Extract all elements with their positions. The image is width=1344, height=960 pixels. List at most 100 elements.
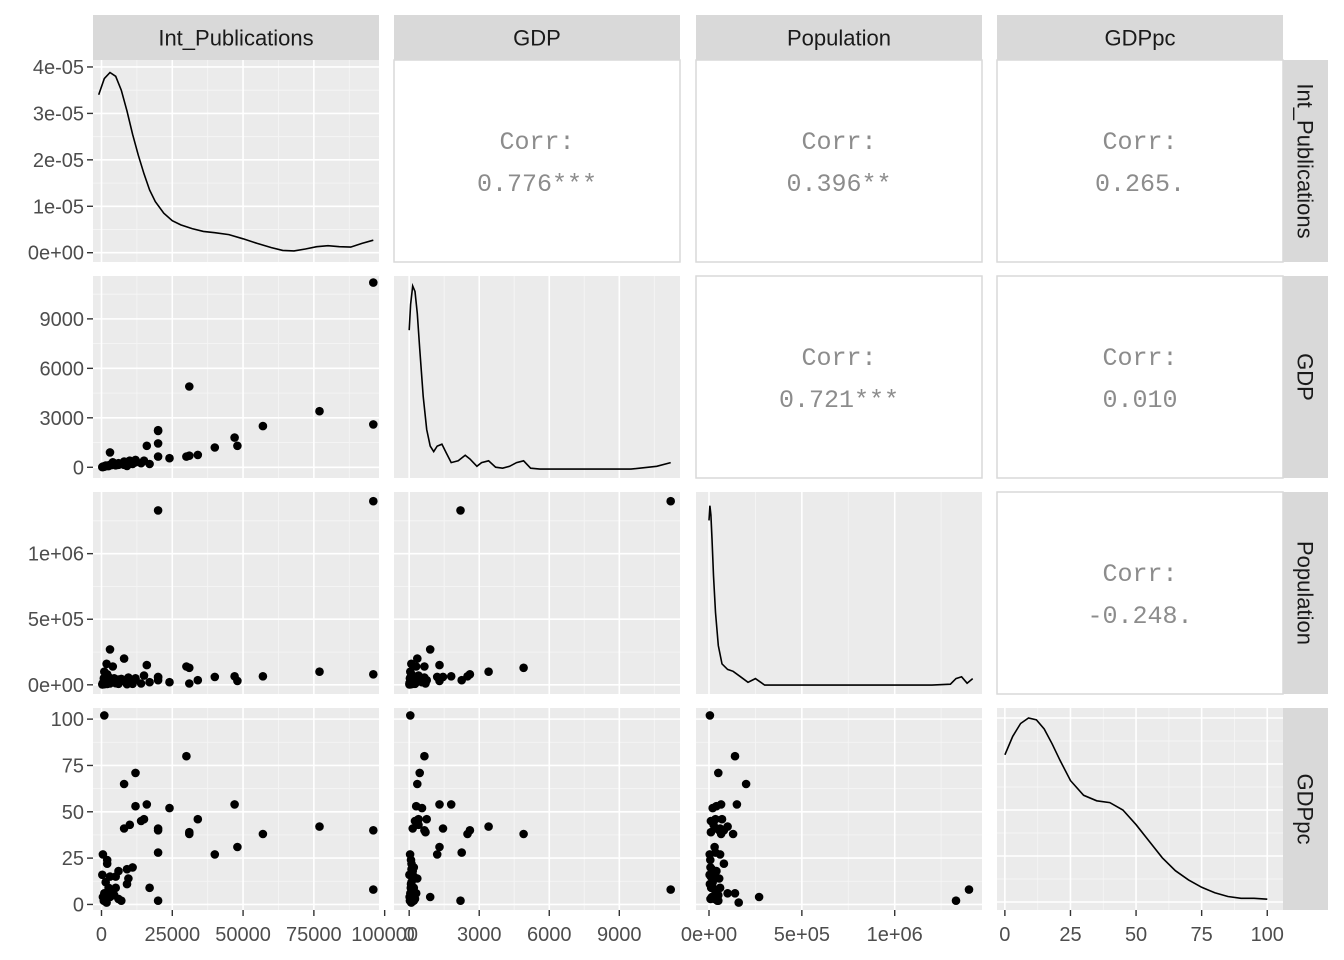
scatter-point (435, 660, 444, 670)
corr-label: Corr: (801, 344, 876, 373)
panel-gdp-int-publications (93, 276, 379, 478)
scatter-point (438, 824, 448, 833)
y-tick-label: 6000 (40, 358, 85, 380)
panel-int-publications-gdppc: Corr: 0.265. (996, 59, 1284, 263)
panel-int-publications-int-publications (93, 60, 379, 262)
panel-population-gdppc: Corr: -0.248. (996, 491, 1284, 695)
y-tick-label: 25 (62, 848, 84, 870)
scatter-point (413, 654, 422, 663)
scatter-point (723, 822, 732, 831)
scatter-point (446, 800, 456, 809)
x-tick-label: 5e+05 (774, 924, 830, 946)
scatter-point (109, 890, 119, 900)
x-tick-label: 0e+00 (681, 924, 737, 946)
strip-label-top: GDPpc (1105, 26, 1176, 51)
panel-gdppc-population (696, 708, 982, 910)
scatter-point (405, 870, 414, 880)
x-tick-label: 25000 (144, 924, 200, 946)
corr-label: Corr: (1102, 128, 1177, 157)
scatter-point (706, 894, 715, 904)
density-curve-gdp (408, 282, 671, 470)
scatter-point (315, 406, 324, 416)
x-tick-label: 9000 (597, 924, 642, 946)
scatter-point (258, 829, 268, 839)
scatter-point (230, 800, 239, 809)
scatter-point (124, 457, 133, 466)
corr-label: Corr: (499, 128, 574, 157)
scatter-point (109, 460, 119, 469)
strip-right-gdppc: GDPpc (1283, 708, 1328, 910)
scatter-point (438, 672, 448, 682)
scatter-point (153, 506, 163, 515)
scatter-point (210, 672, 220, 682)
scatter-point (369, 885, 378, 894)
scatter-point (457, 675, 467, 685)
scatter-point (185, 827, 194, 837)
corr-value: 0.721*** (779, 386, 899, 415)
scatter-point (153, 452, 163, 461)
scatter-point (411, 801, 421, 811)
scatter-point (730, 751, 740, 761)
scatter-point (369, 278, 378, 287)
x-tick-label: 0 (96, 924, 107, 946)
scatter-point (105, 645, 115, 654)
y-tick-label: 4e-05 (33, 57, 84, 79)
scatter-point (435, 842, 444, 852)
scatter-point (369, 496, 378, 506)
strip-label-right: GDP (1293, 353, 1318, 401)
scatter-point (258, 672, 268, 681)
scatter-point (484, 822, 493, 831)
x-tick-label: 100000 (351, 924, 418, 946)
scatter-point (210, 850, 220, 859)
y-tick-label: 0e+00 (28, 675, 84, 697)
scatter-point (193, 814, 203, 824)
scatter-point (463, 829, 472, 839)
x-tick-label: 25 (1059, 924, 1081, 946)
panel-gdppc-int-publications (93, 708, 379, 910)
scatter-point (666, 496, 675, 506)
scatter-point (719, 859, 729, 868)
scatter-point (185, 382, 194, 391)
panel-int-publications-gdp: Corr: 0.776*** (393, 59, 681, 263)
scatter-point (446, 672, 456, 681)
strip-right-int-publications: Int_Publications (1283, 60, 1328, 262)
y-tick-label: 0e+00 (28, 243, 84, 265)
scatter-point (233, 441, 242, 451)
density-curve-gdppc (1004, 717, 1268, 900)
y-axis-int-publications: 0e+00 1e-05 2e-05 3e-05 4e-05 (28, 57, 93, 265)
x-tick-label: 50000 (215, 924, 271, 946)
scatter-point (315, 667, 324, 676)
strip-right-population: Population (1283, 492, 1328, 694)
scatter-point (105, 448, 115, 457)
panel-gdppc-gdp (394, 708, 680, 910)
corr-label: Corr: (801, 128, 876, 157)
scatter-point (730, 889, 740, 898)
panel-gdp-population: Corr: 0.721*** (695, 275, 983, 479)
scatter-point (369, 826, 378, 835)
panel-population-gdp (394, 492, 680, 694)
strip-label-top: Int_Publications (158, 26, 313, 51)
x-axis-gdppc: 0 25 50 75 100 (999, 910, 1284, 946)
scatter-point (233, 842, 242, 852)
y-tick-label: 0 (73, 894, 84, 916)
strip-label-right: Population (1293, 541, 1318, 645)
y-tick-label: 100 (51, 709, 84, 731)
scatter-point (119, 779, 129, 789)
scatter-point (119, 654, 129, 663)
y-tick-label: 1e-05 (33, 196, 84, 218)
scatter-point (233, 676, 242, 686)
scatter-point (420, 751, 429, 761)
x-tick-label: 75000 (286, 924, 342, 946)
scatter-point (102, 461, 111, 471)
scatter-point (142, 800, 152, 809)
panel-population-int-publications (93, 492, 379, 694)
scatter-point (102, 898, 111, 907)
scatter-point (519, 663, 528, 673)
panel-gdp-gdp (394, 276, 680, 478)
scatter-point (136, 679, 146, 688)
x-tick-label: 3000 (457, 924, 502, 946)
scatter-point (131, 768, 140, 778)
y-tick-label: 5e+05 (28, 609, 84, 631)
scatter-point (406, 855, 416, 865)
